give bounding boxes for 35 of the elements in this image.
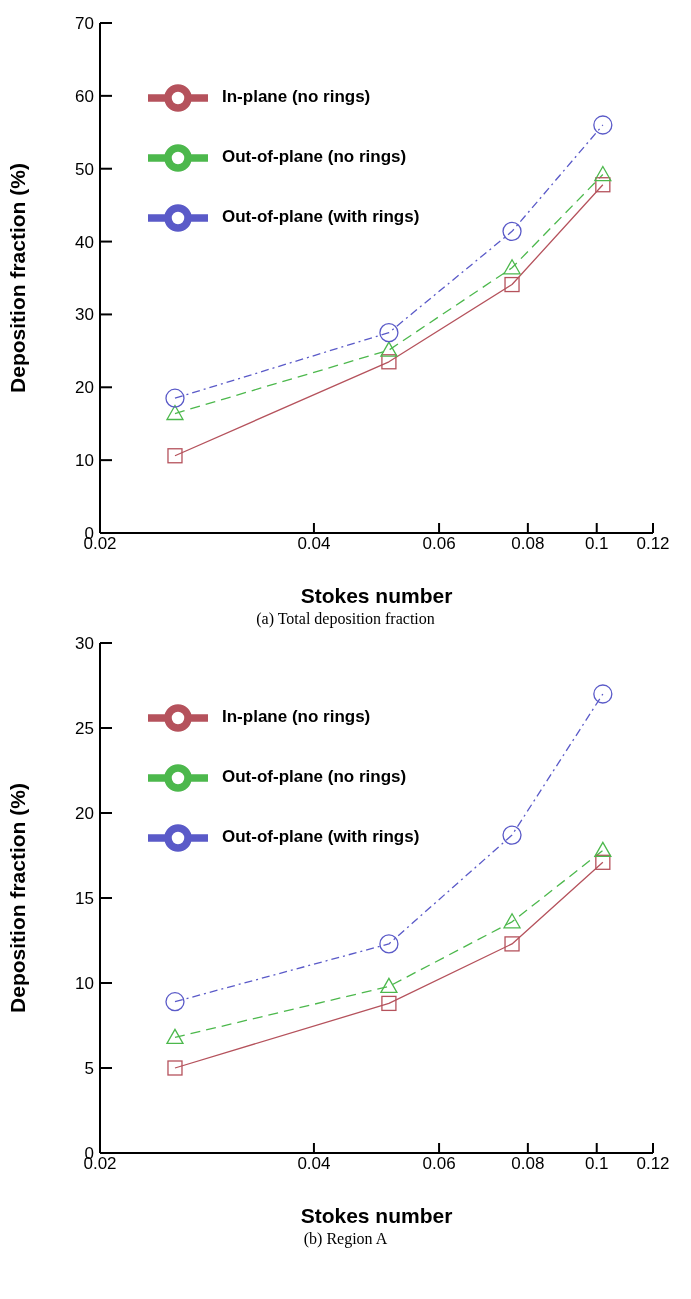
text: (a) Total deposition fraction <box>255 610 436 628</box>
legend-label: Out-of-plane (no rings) <box>222 766 407 786</box>
y-tick-label: 10 <box>75 451 94 471</box>
legend-label: Out-of-plane (with rings) <box>222 826 420 846</box>
y-tick-label: 30 <box>75 634 94 654</box>
y-tick-label: 5 <box>84 1059 94 1079</box>
x-tick-label: 0.1 <box>584 1154 609 1174</box>
y-tick-label: 25 <box>75 719 94 739</box>
y-axis-title: Deposition fraction (%) <box>6 783 30 1013</box>
x-tick-label: 0.04 <box>297 534 331 554</box>
legend-label: In-plane (no rings) <box>222 86 371 106</box>
legend-label: Out-of-plane (no rings) <box>222 146 407 166</box>
legend-label: In-plane (no rings) <box>222 706 371 726</box>
y-tick-label: 50 <box>75 159 94 179</box>
y-tick-label: 40 <box>75 232 94 252</box>
y-axis-title: Deposition fraction (%) <box>6 163 30 393</box>
x-tick-label: 0.06 <box>422 1154 456 1174</box>
legend-label: Out-of-plane (with rings) <box>222 206 420 226</box>
x-tick-label: 0.06 <box>422 534 456 554</box>
y-tick-label: 10 <box>75 974 94 994</box>
y-tick-label: 60 <box>75 86 94 106</box>
x-axis-title: Stokes number <box>300 584 453 607</box>
x-tick-label: 0.12 <box>636 1154 670 1174</box>
x-tick-label: 0.08 <box>511 1154 545 1174</box>
y-tick-label: 20 <box>75 804 94 824</box>
y-tick-label: 15 <box>75 889 94 909</box>
x-axis-title: Stokes number <box>300 1204 453 1227</box>
x-tick-label: 0.08 <box>511 534 545 554</box>
text: (b) Region A <box>302 1230 389 1248</box>
x-tick-label: 0.04 <box>297 1154 331 1174</box>
y-tick-label: 70 <box>75 14 94 34</box>
y-tick-label: 20 <box>75 378 94 398</box>
x-tick-label: 0.1 <box>584 534 609 554</box>
y-tick-label: 30 <box>75 305 94 325</box>
x-tick-label: 0.12 <box>636 534 670 554</box>
